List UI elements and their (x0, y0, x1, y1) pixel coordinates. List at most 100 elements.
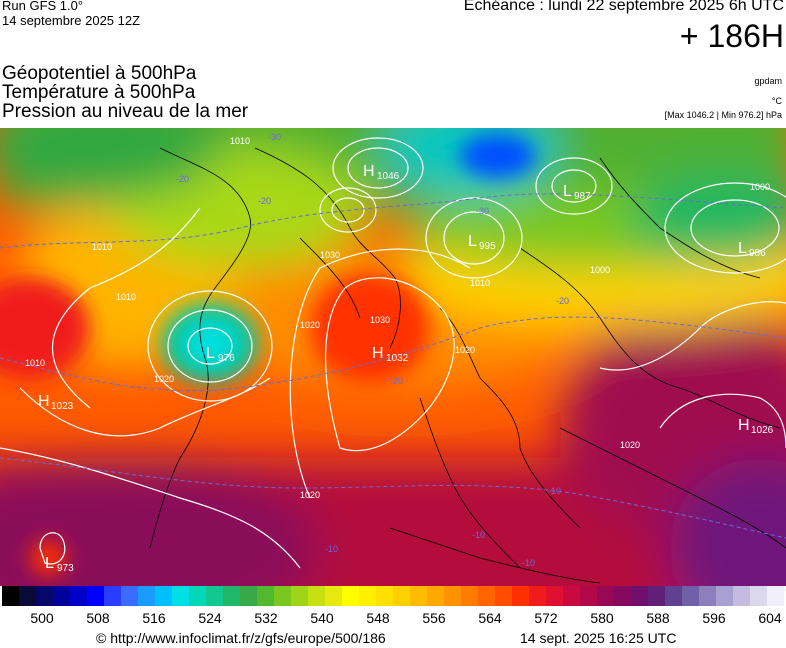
color-scale-swatch (427, 586, 445, 606)
pressure-center: L 973 (45, 555, 74, 574)
color-scale-swatch (461, 586, 479, 606)
layer-geopotential-label: Géopotentiel à 500hPa (2, 63, 197, 84)
color-scale-label: 572 (534, 610, 558, 626)
color-scale-label: 556 (422, 610, 446, 626)
color-scale-label: 588 (646, 610, 670, 626)
isotherm-label: -10 (522, 558, 535, 568)
color-scale-swatch (104, 586, 122, 606)
color-scale-swatch (70, 586, 88, 606)
color-scale-swatch (325, 586, 343, 606)
isotherm-label: -30 (476, 206, 489, 216)
isotherm-label: -20 (258, 196, 271, 206)
isotherms (0, 193, 786, 539)
isotherm-label: -10 (548, 486, 561, 496)
color-scale-swatch (563, 586, 581, 606)
pressure-center-letter: L (738, 240, 747, 257)
isobar-label: 1020 (455, 345, 475, 355)
color-scale-swatch (512, 586, 530, 606)
isobar-label: 1020 (300, 490, 320, 500)
color-scale-swatch (189, 586, 207, 606)
color-scale-swatches (2, 586, 785, 606)
isobar-label: 1010 (25, 358, 45, 368)
pressure-center-value: 986 (749, 248, 766, 259)
color-scale-swatch (155, 586, 173, 606)
pressure-center-letter: H (738, 417, 750, 434)
isotherm-label: -20 (390, 376, 403, 386)
isobar-label: 1010 (230, 136, 250, 146)
isotherm-label: -20 (556, 296, 569, 306)
color-scale-swatch (36, 586, 54, 606)
isobars (0, 137, 786, 569)
color-scale-label: 564 (478, 610, 502, 626)
pressure-center-letter: L (468, 233, 477, 250)
pressure-center-letter: L (563, 183, 572, 200)
color-scale-labels: 500 508 516 524 532 540 548 556 564 572 580 588 596 6… (30, 610, 782, 626)
color-scale-swatch (240, 586, 258, 606)
layer-temperature-label: Température à 500hPa (2, 82, 196, 103)
color-scale-label: 524 (198, 610, 222, 626)
color-scale-swatch (597, 586, 615, 606)
isobar-label: 1010 (470, 278, 490, 288)
isobar-label: 1010 (116, 292, 136, 302)
color-scale-swatch (495, 586, 513, 606)
color-scale-swatch (274, 586, 292, 606)
isobar-label: 1020 (620, 440, 640, 450)
color-scale-swatch (393, 586, 411, 606)
color-scale-swatch (53, 586, 71, 606)
pressure-center-value: 1046 (377, 171, 400, 182)
forecast-offset: + 186H (679, 18, 784, 54)
color-scale-swatch (648, 586, 666, 606)
isobar-label: 1000 (590, 265, 610, 275)
pressure-center: H 1032 (372, 345, 409, 364)
color-scale-swatch (580, 586, 598, 606)
color-scale-label: 516 (142, 610, 166, 626)
color-scale-swatch (546, 586, 564, 606)
isobar-label: 1020 (300, 320, 320, 330)
pressure-center-letter: L (45, 555, 54, 572)
isotherm-label: -20 (176, 174, 189, 184)
color-scale-label: 500 (30, 610, 54, 626)
run-date-label: 14 septembre 2025 12Z (2, 13, 141, 28)
isobar-label: 1030 (370, 315, 390, 325)
color-scale-swatch (2, 586, 20, 606)
color-scale-swatch (716, 586, 734, 606)
color-scale-swatch (750, 586, 768, 606)
pressure-center: L 987 (563, 183, 591, 202)
color-scale-swatch (308, 586, 326, 606)
color-scale-label: 604 (758, 610, 782, 626)
color-scale-swatch (733, 586, 751, 606)
color-scale-swatch (478, 586, 496, 606)
color-scale-label: 580 (590, 610, 614, 626)
color-scale-swatch (223, 586, 241, 606)
color-scale-swatch (767, 586, 785, 606)
unit-pressure-range: [Max 1046.2 | Min 976.2] hPa (664, 110, 782, 120)
color-scale-label: 596 (702, 610, 726, 626)
color-scale-swatch (257, 586, 275, 606)
color-scale-swatch (206, 586, 224, 606)
pressure-center-letter: L (206, 345, 215, 362)
isotherm-label: -10 (325, 544, 338, 554)
color-scale-swatch (121, 586, 139, 606)
isobar-label: 1010 (92, 242, 112, 252)
color-scale-swatch (410, 586, 428, 606)
color-scale-swatch (172, 586, 190, 606)
isobar-label: 1000 (750, 182, 770, 192)
color-scale-label: 532 (254, 610, 278, 626)
pressure-center: L 976 (206, 345, 235, 364)
pressure-center: L 986 (738, 240, 766, 259)
pressure-center: H 1026 (738, 417, 774, 436)
pressure-center: H 1023 (38, 393, 74, 412)
layer-pressure-label: Pression au niveau de la mer (2, 101, 249, 122)
color-scale-swatch (19, 586, 37, 606)
color-scale-swatch (699, 586, 717, 606)
pressure-center: L 995 (468, 233, 496, 252)
isotherm-label: -30 (268, 132, 281, 142)
color-scale-label: 540 (310, 610, 334, 626)
color-scale-swatch (529, 586, 547, 606)
color-scale: 500 508 516 524 532 540 548 556 564 572 580 588 596 6… (2, 586, 785, 626)
generation-time: 14 sept. 2025 16:25 UTC (520, 630, 677, 646)
pressure-center-value: 1032 (386, 353, 409, 364)
pressure-center-value: 1023 (51, 401, 74, 412)
unit-temperature: °C (771, 96, 782, 106)
